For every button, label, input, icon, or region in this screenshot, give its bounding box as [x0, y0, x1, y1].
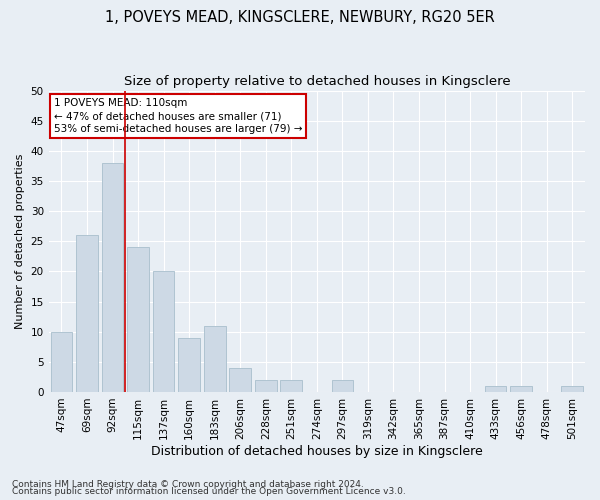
Bar — [153, 272, 175, 392]
Bar — [178, 338, 200, 392]
Bar — [50, 332, 72, 392]
Text: Contains public sector information licensed under the Open Government Licence v3: Contains public sector information licen… — [12, 488, 406, 496]
Bar — [280, 380, 302, 392]
Bar — [204, 326, 226, 392]
Bar — [332, 380, 353, 392]
Bar — [229, 368, 251, 392]
Bar — [485, 386, 506, 392]
Text: 1 POVEYS MEAD: 110sqm
← 47% of detached houses are smaller (71)
53% of semi-deta: 1 POVEYS MEAD: 110sqm ← 47% of detached … — [54, 98, 302, 134]
Bar — [76, 235, 98, 392]
Text: Contains HM Land Registry data © Crown copyright and database right 2024.: Contains HM Land Registry data © Crown c… — [12, 480, 364, 489]
Bar — [562, 386, 583, 392]
X-axis label: Distribution of detached houses by size in Kingsclere: Distribution of detached houses by size … — [151, 444, 483, 458]
Text: 1, POVEYS MEAD, KINGSCLERE, NEWBURY, RG20 5ER: 1, POVEYS MEAD, KINGSCLERE, NEWBURY, RG2… — [105, 10, 495, 25]
Y-axis label: Number of detached properties: Number of detached properties — [15, 154, 25, 329]
Bar — [101, 163, 124, 392]
Bar — [510, 386, 532, 392]
Bar — [127, 248, 149, 392]
Title: Size of property relative to detached houses in Kingsclere: Size of property relative to detached ho… — [124, 75, 510, 88]
Bar — [255, 380, 277, 392]
